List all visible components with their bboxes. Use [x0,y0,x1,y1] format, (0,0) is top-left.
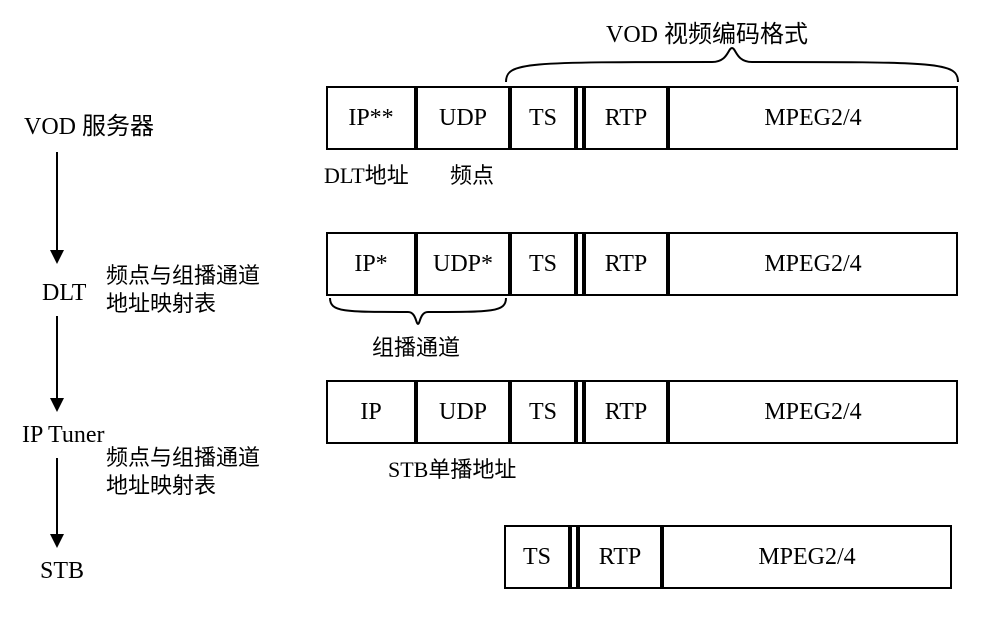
r2-under-brace [330,298,506,328]
side-label-iptuner: 频点与组播通道 地址映射表 [106,444,260,499]
r1-under1: DLT地址 [324,158,409,190]
arrow-3-head [50,534,64,548]
r4-ts: TS [504,525,570,589]
arrow-2-line [56,316,58,400]
node-dlt: DLT [42,280,86,307]
r1-rtp: RTP [584,86,668,150]
top-brace-label: VOD 视频编码格式 [606,14,808,49]
r2-under-brace-label: 组播通道 [372,330,460,362]
r3-mpeg: MPEG2/4 [668,380,958,444]
arrow-2-head [50,398,64,412]
r1-under2: 频点 [450,158,494,190]
arrow-1-head [50,250,64,264]
arrow-1-line [56,152,58,252]
node-ip-tuner: IP Tuner [22,422,104,449]
r1-udp: UDP [416,86,510,150]
arrow-3-line [56,458,58,536]
side-label-dlt: 频点与组播通道 地址映射表 [106,262,260,317]
r3-ip: IP [326,380,416,444]
r2-ip: IP* [326,232,416,296]
r3-div [576,380,584,444]
r2-rtp: RTP [584,232,668,296]
node-vod-server: VOD 服务器 [24,106,154,141]
r4-mpeg: MPEG2/4 [662,525,952,589]
r3-under-label: STB单播地址 [388,452,516,484]
r2-ts: TS [510,232,576,296]
node-stb: STB [40,558,84,585]
r3-ts: TS [510,380,576,444]
r1-mpeg: MPEG2/4 [668,86,958,150]
r2-mpeg: MPEG2/4 [668,232,958,296]
r1-ts: TS [510,86,576,150]
r4-div [570,525,578,589]
top-brace [506,48,958,84]
r1-ip: IP** [326,86,416,150]
r3-rtp: RTP [584,380,668,444]
r2-udp: UDP* [416,232,510,296]
r1-div [576,86,584,150]
r3-udp: UDP [416,380,510,444]
r2-div [576,232,584,296]
r4-rtp: RTP [578,525,662,589]
